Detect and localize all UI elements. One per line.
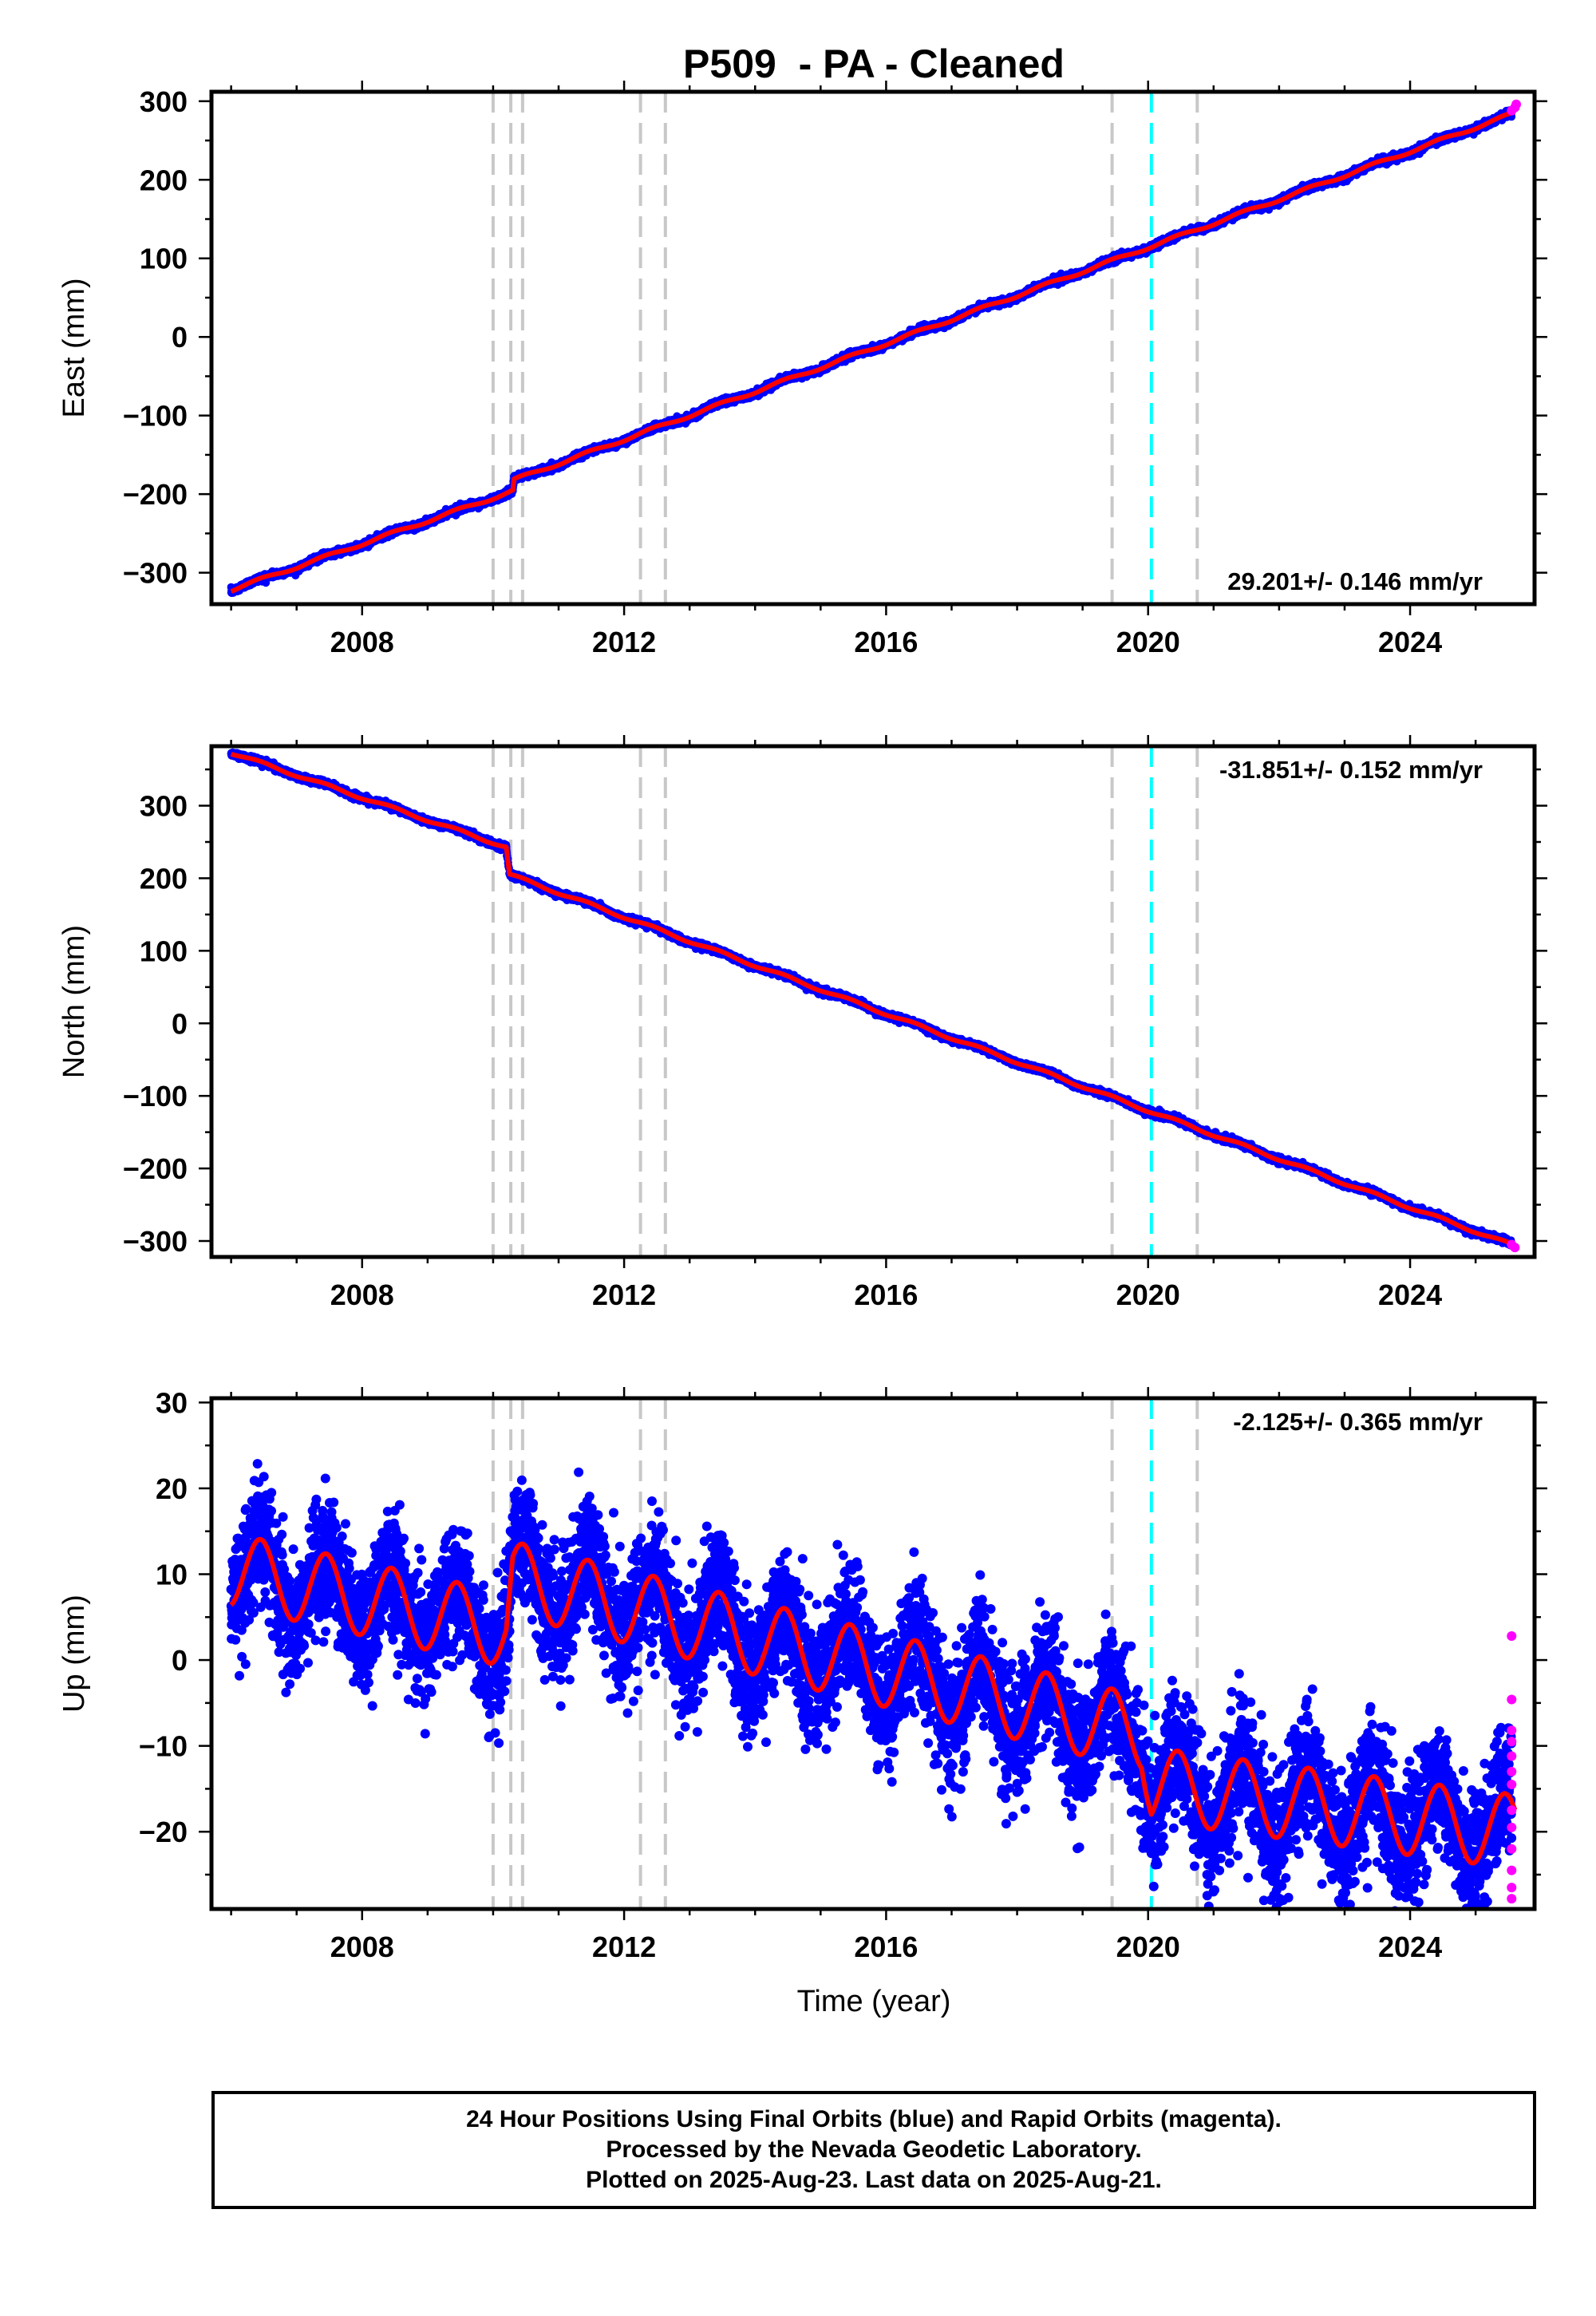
east-panel: 2008 2012 2016 2020 2024−300−200−10001002003… bbox=[57, 81, 1547, 658]
chart-title: P509 - PA - Cleaned bbox=[683, 41, 1065, 86]
east-plot-area bbox=[227, 92, 1522, 604]
